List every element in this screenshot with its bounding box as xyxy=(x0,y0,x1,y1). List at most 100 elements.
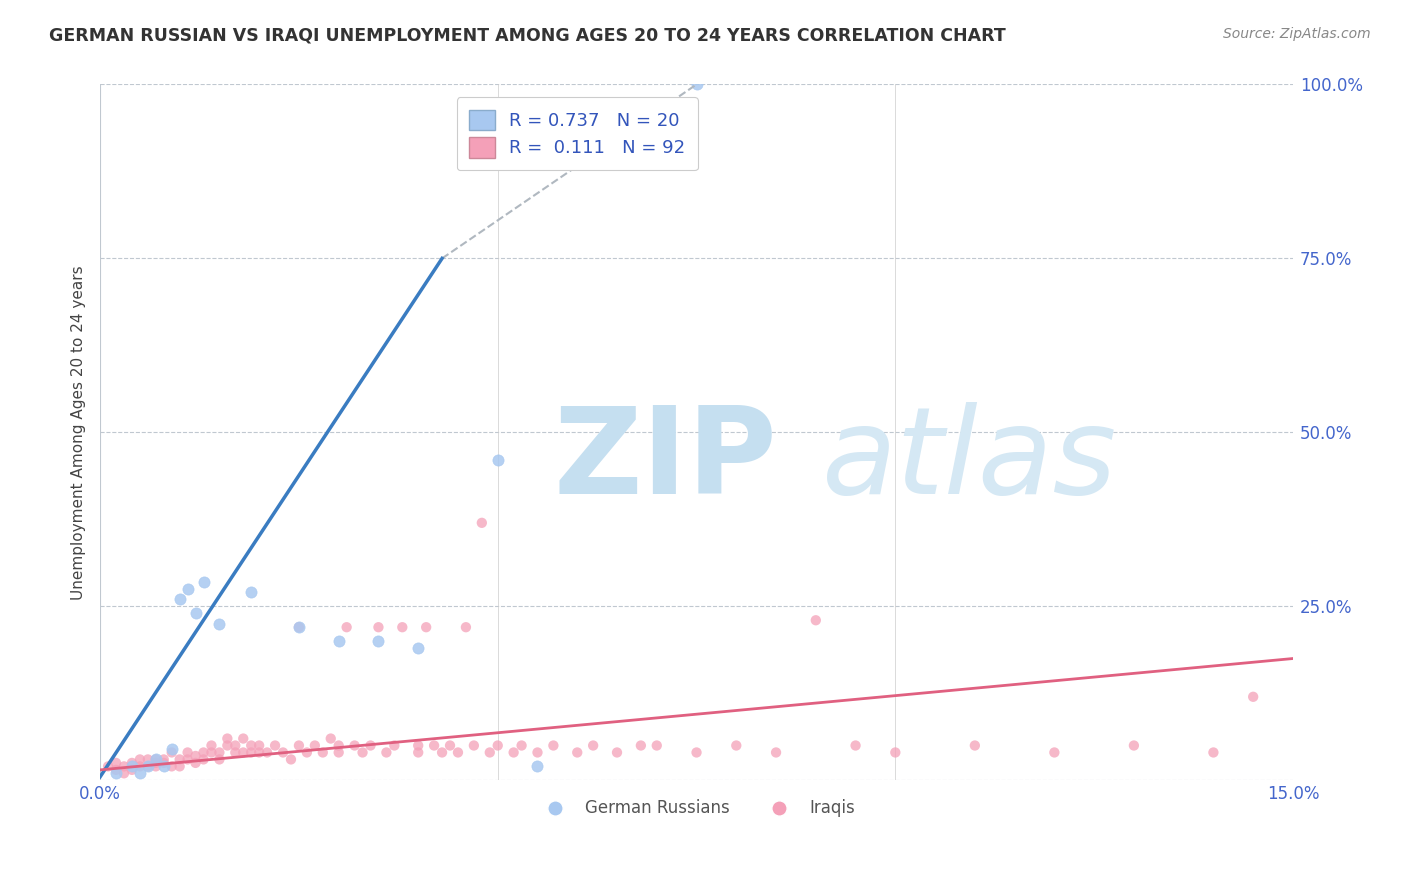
Point xyxy=(471,516,494,530)
Point xyxy=(193,574,215,589)
Point xyxy=(121,759,143,773)
Point xyxy=(804,613,827,627)
Point xyxy=(1202,746,1225,760)
Point xyxy=(328,634,350,648)
Point xyxy=(567,746,589,760)
Point xyxy=(486,453,509,467)
Point xyxy=(240,746,263,760)
Point xyxy=(725,739,748,753)
Point xyxy=(486,739,509,753)
Point xyxy=(360,739,382,753)
Point xyxy=(271,746,294,760)
Point xyxy=(247,746,270,760)
Point xyxy=(526,759,548,773)
Point xyxy=(256,746,278,760)
Point xyxy=(543,739,565,753)
Point xyxy=(478,746,501,760)
Point xyxy=(176,746,198,760)
Point xyxy=(406,641,429,656)
Point xyxy=(193,752,215,766)
Point xyxy=(415,620,437,634)
Point xyxy=(630,739,652,753)
Point xyxy=(145,756,167,770)
Point xyxy=(510,739,533,753)
Point xyxy=(169,752,191,766)
Point xyxy=(319,731,342,746)
Point xyxy=(145,752,167,766)
Point xyxy=(128,766,150,780)
Point xyxy=(208,752,231,766)
Point xyxy=(145,759,167,773)
Point xyxy=(375,746,398,760)
Text: ZIP: ZIP xyxy=(554,401,778,519)
Text: GERMAN RUSSIAN VS IRAQI UNEMPLOYMENT AMONG AGES 20 TO 24 YEARS CORRELATION CHART: GERMAN RUSSIAN VS IRAQI UNEMPLOYMENT AMO… xyxy=(49,27,1005,45)
Y-axis label: Unemployment Among Ages 20 to 24 years: Unemployment Among Ages 20 to 24 years xyxy=(72,265,86,599)
Point xyxy=(200,739,222,753)
Point xyxy=(136,759,159,773)
Point xyxy=(328,739,350,753)
Point xyxy=(606,746,628,760)
Point xyxy=(295,746,318,760)
Point xyxy=(105,763,128,777)
Point xyxy=(1122,739,1144,753)
Point xyxy=(128,759,150,773)
Point xyxy=(336,620,359,634)
Point xyxy=(184,748,207,763)
Point xyxy=(367,634,389,648)
Point xyxy=(845,739,868,753)
Point xyxy=(240,585,263,599)
Point xyxy=(169,759,191,773)
Point xyxy=(288,620,311,634)
Point xyxy=(224,746,246,760)
Point xyxy=(112,766,135,780)
Point xyxy=(208,616,231,631)
Point xyxy=(439,739,461,753)
Point xyxy=(152,756,174,770)
Point xyxy=(121,756,143,770)
Point xyxy=(391,620,413,634)
Point xyxy=(685,746,707,760)
Legend: German Russians, Iraqis: German Russians, Iraqis xyxy=(531,793,862,824)
Point xyxy=(382,739,405,753)
Point xyxy=(1241,690,1264,704)
Point xyxy=(406,739,429,753)
Point xyxy=(526,746,548,760)
Point xyxy=(136,752,159,766)
Point xyxy=(217,731,239,746)
Point xyxy=(454,620,477,634)
Point xyxy=(288,739,311,753)
Point xyxy=(145,752,167,766)
Point xyxy=(200,746,222,760)
Point xyxy=(463,739,485,753)
Point xyxy=(367,620,389,634)
Point xyxy=(645,739,668,753)
Point xyxy=(264,739,287,753)
Point xyxy=(232,731,254,746)
Point xyxy=(502,746,524,760)
Point xyxy=(217,739,239,753)
Point xyxy=(280,752,302,766)
Point xyxy=(136,759,159,773)
Point xyxy=(884,746,907,760)
Point xyxy=(152,752,174,766)
Point xyxy=(152,759,174,773)
Point xyxy=(160,759,183,773)
Point xyxy=(105,756,128,770)
Point xyxy=(685,78,707,92)
Point xyxy=(352,746,374,760)
Point xyxy=(224,739,246,753)
Point xyxy=(765,746,787,760)
Point xyxy=(160,746,183,760)
Point xyxy=(963,739,986,753)
Point xyxy=(343,739,366,753)
Text: Source: ZipAtlas.com: Source: ZipAtlas.com xyxy=(1223,27,1371,41)
Point xyxy=(193,746,215,760)
Point xyxy=(582,739,605,753)
Point xyxy=(208,746,231,760)
Point xyxy=(169,592,191,607)
Text: atlas: atlas xyxy=(821,401,1118,519)
Point xyxy=(128,752,150,766)
Point xyxy=(447,746,470,760)
Point xyxy=(247,739,270,753)
Point xyxy=(121,763,143,777)
